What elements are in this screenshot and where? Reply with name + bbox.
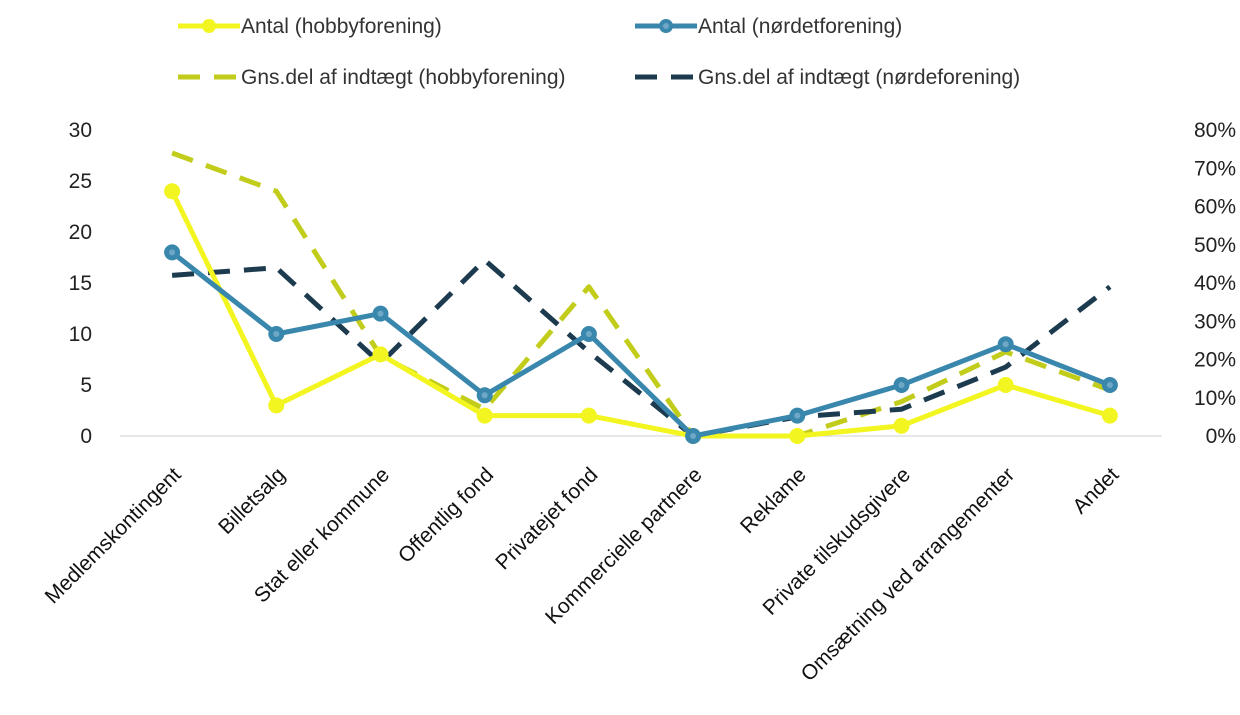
left-tick-label: 10 [69, 323, 92, 346]
right-tick-label: 50% [1194, 234, 1236, 257]
data-point-center [898, 382, 905, 388]
left-tick-label: 15 [69, 272, 92, 295]
right-tick-label: 0% [1206, 425, 1236, 448]
category-label: Omsætning ved arrangementer [797, 463, 1020, 686]
left-tick-label: 30 [69, 119, 92, 142]
data-point [164, 183, 181, 200]
left-tick-label: 20 [69, 221, 92, 244]
legend-label: Antal (hobbyforening) [241, 15, 442, 38]
right-y-axis: 0% 10% 20% 30% 40% 50% 60% 70% 80% [1194, 119, 1236, 448]
legend-label: Antal (nørdetforening) [698, 15, 902, 38]
right-tick-label: 30% [1194, 310, 1236, 333]
legend-marker [202, 19, 216, 33]
series-line [171, 257, 1112, 439]
series-3 [171, 150, 1111, 439]
data-point-center [585, 331, 592, 337]
data-point-center [481, 392, 488, 399]
data-point [1101, 407, 1118, 424]
data-point [476, 407, 493, 424]
left-tick-label: 0 [80, 425, 92, 448]
category-label: Privatejet fond [491, 463, 602, 574]
right-tick-label: 20% [1194, 349, 1236, 372]
legend-item-1: Antal (hobbyforening) [178, 15, 442, 38]
data-point-center [690, 433, 697, 439]
left-y-axis: 0 5 10 15 20 25 30 [69, 119, 92, 448]
data-point-center [1106, 382, 1113, 388]
data-point [268, 397, 285, 414]
series-line [169, 190, 1111, 439]
data-point [893, 417, 910, 434]
category-label: Medlemskontingent [41, 463, 186, 608]
series-group [164, 150, 1118, 444]
legend: Antal (hobbyforening) Antal (nørdetforeni… [178, 15, 1020, 89]
series-1 [164, 183, 1118, 444]
data-point-center [273, 331, 280, 337]
right-tick-label: 80% [1194, 119, 1236, 142]
data-point-center [1002, 341, 1009, 348]
data-point-center [794, 412, 801, 419]
left-tick-label: 5 [80, 374, 92, 397]
series-line [171, 150, 1111, 439]
data-point [997, 377, 1014, 393]
category-label: Offentlig fond [394, 463, 498, 567]
legend-marker-center [663, 23, 669, 29]
legend-item-4: Gns.del af indtægt (nørdeforening) [635, 66, 1020, 89]
right-tick-label: 40% [1194, 272, 1236, 295]
data-point [789, 428, 806, 444]
data-point [372, 346, 389, 363]
series-line [170, 250, 1111, 439]
right-tick-label: 10% [1194, 387, 1236, 410]
legend-item-2: Antal (nørdetforening) [635, 15, 902, 38]
category-label: Billetsalg [214, 463, 290, 539]
category-label: Andet [1068, 463, 1123, 518]
series-4 [171, 257, 1112, 439]
legend-label: Gns.del af indtægt (hobbyforening) [241, 66, 566, 89]
right-tick-label: 70% [1194, 157, 1236, 180]
right-tick-label: 60% [1194, 196, 1236, 219]
data-point-center [169, 249, 176, 256]
data-point-center [377, 310, 384, 317]
left-tick-label: 25 [69, 170, 92, 193]
category-label: Reklame [736, 463, 811, 538]
data-point [580, 407, 597, 424]
legend-item-3: Gns.del af indtægt (hobbyforening) [178, 66, 566, 89]
legend-label: Gns.del af indtægt (nørdeforening) [698, 66, 1020, 89]
series-2 [164, 244, 1118, 444]
